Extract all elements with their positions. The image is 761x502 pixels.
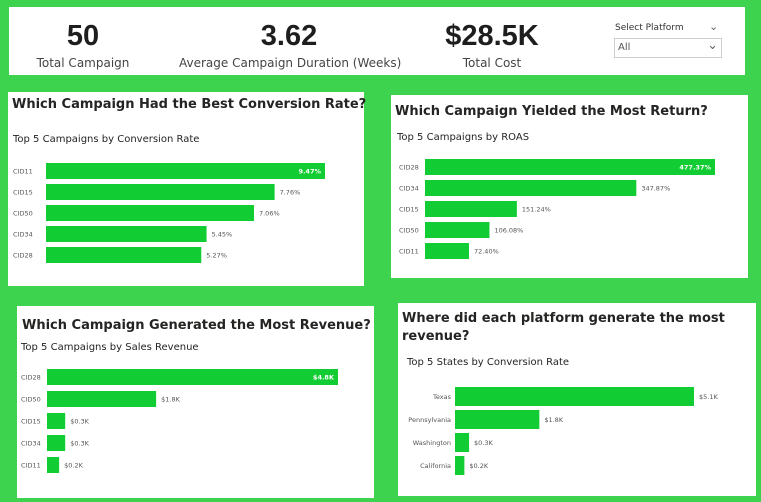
kpi-total-campaign: 50 Total Campaign bbox=[18, 20, 148, 70]
kpi-label: Average Campaign Duration (Weeks) bbox=[179, 56, 402, 70]
kpi-value: 50 bbox=[66, 20, 100, 52]
bar-cid11[interactable] bbox=[47, 457, 60, 473]
category-label: CID34 bbox=[399, 185, 419, 193]
category-label: Pennsylvania bbox=[408, 416, 451, 424]
bar-cid34[interactable] bbox=[425, 180, 637, 196]
category-label: CID28 bbox=[13, 252, 33, 260]
card-subtitle: Top 5 Campaigns by ROAS bbox=[397, 132, 530, 143]
chart-roas[interactable]: CID28 477.37% CID34 347.87% CID15 151.24% CID5… bbox=[391, 155, 743, 265]
kpi-value: 3.62 bbox=[260, 20, 318, 52]
data-label: $0.2K bbox=[469, 462, 488, 470]
category-label: CID50 bbox=[13, 210, 33, 218]
kpi-label: Total Campaign bbox=[36, 56, 130, 70]
bar-cid34[interactable] bbox=[47, 435, 66, 451]
category-label: CID15 bbox=[13, 189, 33, 197]
bar-cid28[interactable] bbox=[47, 369, 338, 385]
category-label: Washington bbox=[413, 439, 451, 447]
data-label: $1.8K bbox=[544, 416, 563, 424]
kpi-total-cost: $28.5K Total Cost bbox=[432, 20, 552, 70]
kpi-label: Total Cost bbox=[462, 56, 522, 70]
card-title: Where did each platform generate the mos… bbox=[402, 311, 725, 344]
card-title: Which Campaign Had the Best Conversion R… bbox=[12, 97, 367, 112]
chart-sales-revenue[interactable]: CID28 $4.8K CID50 $1.8K CID15 $0.3K CID34 $0.3K… bbox=[17, 366, 369, 476]
data-label: 5.27% bbox=[206, 252, 227, 260]
category-label: CID34 bbox=[13, 231, 33, 239]
category-label: CID11 bbox=[21, 462, 41, 470]
category-label: CID11 bbox=[399, 248, 419, 256]
category-label: CID34 bbox=[21, 440, 41, 448]
data-label: 477.37% bbox=[679, 164, 711, 172]
data-label: $5.1K bbox=[699, 393, 718, 401]
data-label: $0.3K bbox=[70, 440, 89, 448]
data-label: 7.06% bbox=[259, 210, 280, 218]
bar-washington[interactable] bbox=[455, 433, 470, 452]
category-label: CID15 bbox=[21, 418, 41, 426]
card-subtitle: Top 5 States by Conversion Rate bbox=[407, 357, 570, 368]
bar-cid50[interactable] bbox=[46, 205, 254, 221]
category-label: CID11 bbox=[13, 168, 33, 176]
card-title: Which Campaign Yielded the Most Return? bbox=[395, 104, 708, 119]
platform-dropdown[interactable]: All ⌄ bbox=[614, 38, 722, 58]
data-label: 151.24% bbox=[522, 206, 551, 214]
category-label: CID15 bbox=[399, 206, 419, 214]
bar-cid28[interactable] bbox=[46, 247, 202, 263]
bar-cid28[interactable] bbox=[425, 159, 715, 175]
category-label: CID50 bbox=[21, 396, 41, 404]
bar-texas[interactable] bbox=[455, 387, 694, 406]
data-label: $0.2K bbox=[64, 462, 83, 470]
bar-cid50[interactable] bbox=[425, 222, 490, 238]
data-label: 347.87% bbox=[641, 185, 670, 193]
slicer-collapse-icon[interactable]: ⌄ bbox=[709, 20, 719, 33]
platform-dropdown-value: All bbox=[618, 42, 631, 53]
category-label: CID28 bbox=[399, 164, 419, 172]
bar-cid11[interactable] bbox=[425, 243, 469, 259]
category-label: CID50 bbox=[399, 227, 419, 235]
card-title: Which Campaign Generated the Most Revenu… bbox=[22, 318, 371, 333]
bar-cid34[interactable] bbox=[46, 226, 207, 242]
category-label: Texas bbox=[432, 393, 452, 401]
data-label: $1.8K bbox=[161, 396, 180, 404]
data-label: 7.76% bbox=[280, 189, 301, 197]
bar-cid15[interactable] bbox=[47, 413, 66, 429]
chevron-down-icon: ⌄ bbox=[707, 38, 718, 53]
bar-cid11[interactable] bbox=[46, 163, 325, 179]
chart-conversion-rate[interactable]: CID11 9.47% CID15 7.76% CID50 7.06% CID34 5.45%… bbox=[8, 155, 360, 267]
bar-california[interactable] bbox=[455, 456, 465, 475]
card-subtitle: Top 5 Campaigns by Sales Revenue bbox=[21, 342, 199, 353]
bar-cid15[interactable] bbox=[425, 201, 517, 217]
data-label: 5.45% bbox=[212, 231, 233, 239]
bar-cid15[interactable] bbox=[46, 184, 275, 200]
data-label: 106.08% bbox=[494, 227, 523, 235]
card-subtitle: Top 5 Campaigns by Conversion Rate bbox=[13, 134, 200, 145]
kpi-avg-duration: 3.62 Average Campaign Duration (Weeks) bbox=[179, 20, 402, 70]
bar-pennsylvania[interactable] bbox=[455, 410, 540, 429]
data-label: 9.47% bbox=[298, 168, 321, 176]
category-label: CID28 bbox=[21, 374, 41, 382]
data-label: $0.3K bbox=[70, 418, 89, 426]
kpi-value: $28.5K bbox=[445, 20, 539, 52]
bar-cid50[interactable] bbox=[47, 391, 157, 407]
chart-state-revenue[interactable]: Texas $5.1K Pennsylvania $1.8K Washington $0.… bbox=[398, 382, 752, 490]
data-label: $4.8K bbox=[313, 374, 335, 382]
category-label: California bbox=[420, 462, 451, 470]
data-label: $0.3K bbox=[474, 439, 493, 447]
data-label: 72.40% bbox=[474, 248, 499, 256]
slicer-title: Select Platform bbox=[615, 23, 684, 33]
